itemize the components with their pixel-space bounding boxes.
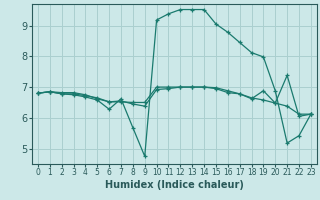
X-axis label: Humidex (Indice chaleur): Humidex (Indice chaleur) [105, 180, 244, 190]
